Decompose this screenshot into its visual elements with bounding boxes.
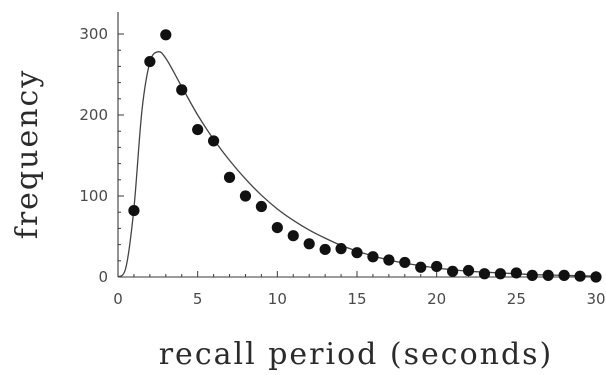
data-point bbox=[208, 135, 220, 147]
data-point bbox=[271, 221, 283, 234]
data-point bbox=[478, 268, 491, 280]
y-tick-label: 200 bbox=[79, 106, 108, 124]
x-tick-label: 5 bbox=[193, 290, 203, 308]
data-point bbox=[223, 171, 236, 183]
data-point bbox=[494, 268, 506, 280]
data-point bbox=[542, 269, 554, 281]
y-tick-label: 0 bbox=[98, 268, 108, 286]
x-tick-label: 20 bbox=[427, 290, 446, 308]
data-point bbox=[415, 261, 427, 273]
data-point bbox=[335, 243, 347, 255]
x-tick-label: 0 bbox=[113, 290, 123, 308]
data-point bbox=[590, 271, 602, 283]
data-point bbox=[510, 267, 522, 279]
data-point bbox=[303, 238, 315, 250]
y-tick-label: 100 bbox=[79, 187, 108, 205]
data-points bbox=[128, 29, 602, 283]
y-axis-title: frequency bbox=[10, 69, 45, 240]
data-point bbox=[319, 243, 331, 256]
x-tick-label: 30 bbox=[586, 290, 605, 308]
x-tick-label: 25 bbox=[507, 290, 526, 308]
data-point bbox=[128, 204, 140, 217]
data-point bbox=[431, 260, 443, 273]
data-point bbox=[399, 256, 411, 269]
data-point bbox=[447, 265, 459, 277]
data-point bbox=[558, 269, 570, 281]
data-point bbox=[255, 200, 267, 213]
data-point bbox=[574, 270, 586, 282]
x-tick-label: 10 bbox=[268, 290, 287, 308]
data-point bbox=[239, 190, 252, 202]
data-point bbox=[462, 264, 475, 277]
fitted-curve bbox=[117, 51, 597, 278]
data-point bbox=[287, 230, 299, 242]
data-point bbox=[526, 269, 538, 281]
data-point bbox=[176, 84, 188, 96]
y-tick-label: 300 bbox=[79, 25, 108, 43]
data-point bbox=[144, 55, 156, 68]
data-point bbox=[367, 251, 379, 263]
x-axis-title: recall period (seconds) bbox=[159, 337, 554, 372]
x-tick-label: 15 bbox=[347, 290, 366, 308]
data-point bbox=[160, 29, 172, 41]
y-axis-ticks: 0 100 200 300 bbox=[79, 25, 124, 286]
data-point bbox=[351, 247, 363, 259]
data-point bbox=[383, 254, 395, 266]
axes bbox=[117, 12, 596, 278]
data-point bbox=[192, 123, 204, 136]
